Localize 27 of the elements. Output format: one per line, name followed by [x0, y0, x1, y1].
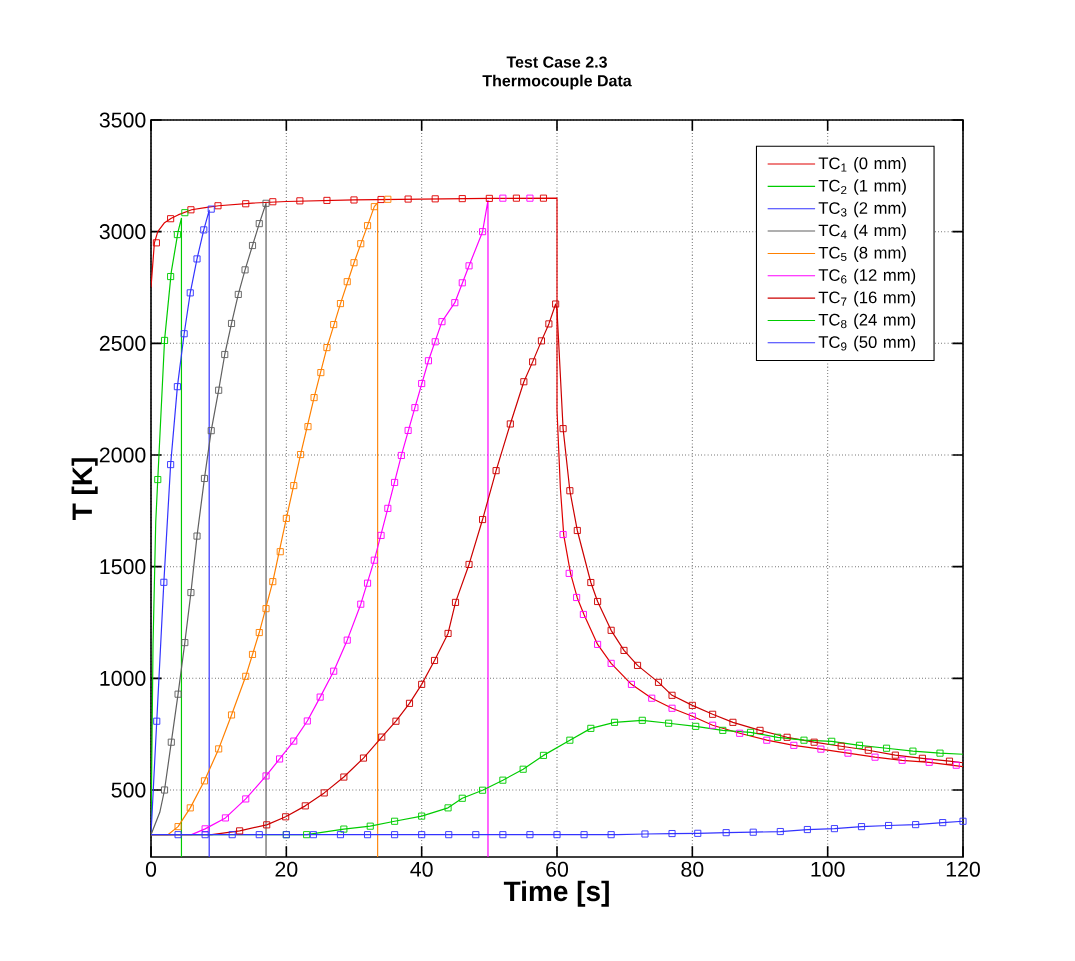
legend-label: TC$_{1}$ (0 mm) [818, 156, 906, 173]
y-tick-label: 2500 [99, 335, 146, 351]
y-tick-label: 3500 [99, 112, 146, 128]
legend-label: TC$_{3}$ (2 mm) [818, 201, 906, 218]
legend-label: TC$_{7}$ (16 mm) [818, 291, 916, 307]
x-tick-label: 100 [811, 861, 845, 877]
legend-label: TC$_{6}$ (12 mm) [818, 268, 916, 285]
legend-label: TC$_{8}$ (24 mm) [818, 313, 916, 329]
x-tick-label: 60 [546, 861, 569, 877]
legend-label: TC$_{9}$ (50 mm) [818, 335, 916, 352]
y-tick-label: 1000 [100, 670, 146, 686]
y-tick-label: 1500 [100, 559, 146, 575]
chart-subtitle: Thermocouple Data [482, 74, 632, 90]
x-axis-title: Time [s] [503, 880, 609, 907]
chart-title: Test Case 2.3 [506, 56, 607, 68]
x-tick-label: 0 [145, 861, 157, 877]
x-tick-label: 40 [410, 861, 433, 877]
x-tick-label: 80 [681, 861, 704, 877]
legend-label: TC$_{4}$ (4 mm) [818, 224, 906, 240]
y-axis-title: T [K] [71, 458, 98, 521]
legend-label: TC$_{5}$ (8 mm) [818, 246, 906, 262]
x-tick-label: 20 [275, 861, 298, 877]
x-tick-label: 120 [946, 861, 980, 877]
y-tick-label: 3000 [99, 224, 146, 240]
legend-label: TC$_{2}$ (1 mm) [818, 179, 906, 195]
y-tick-label: 2000 [99, 447, 146, 463]
y-tick-label: 500 [111, 782, 146, 798]
